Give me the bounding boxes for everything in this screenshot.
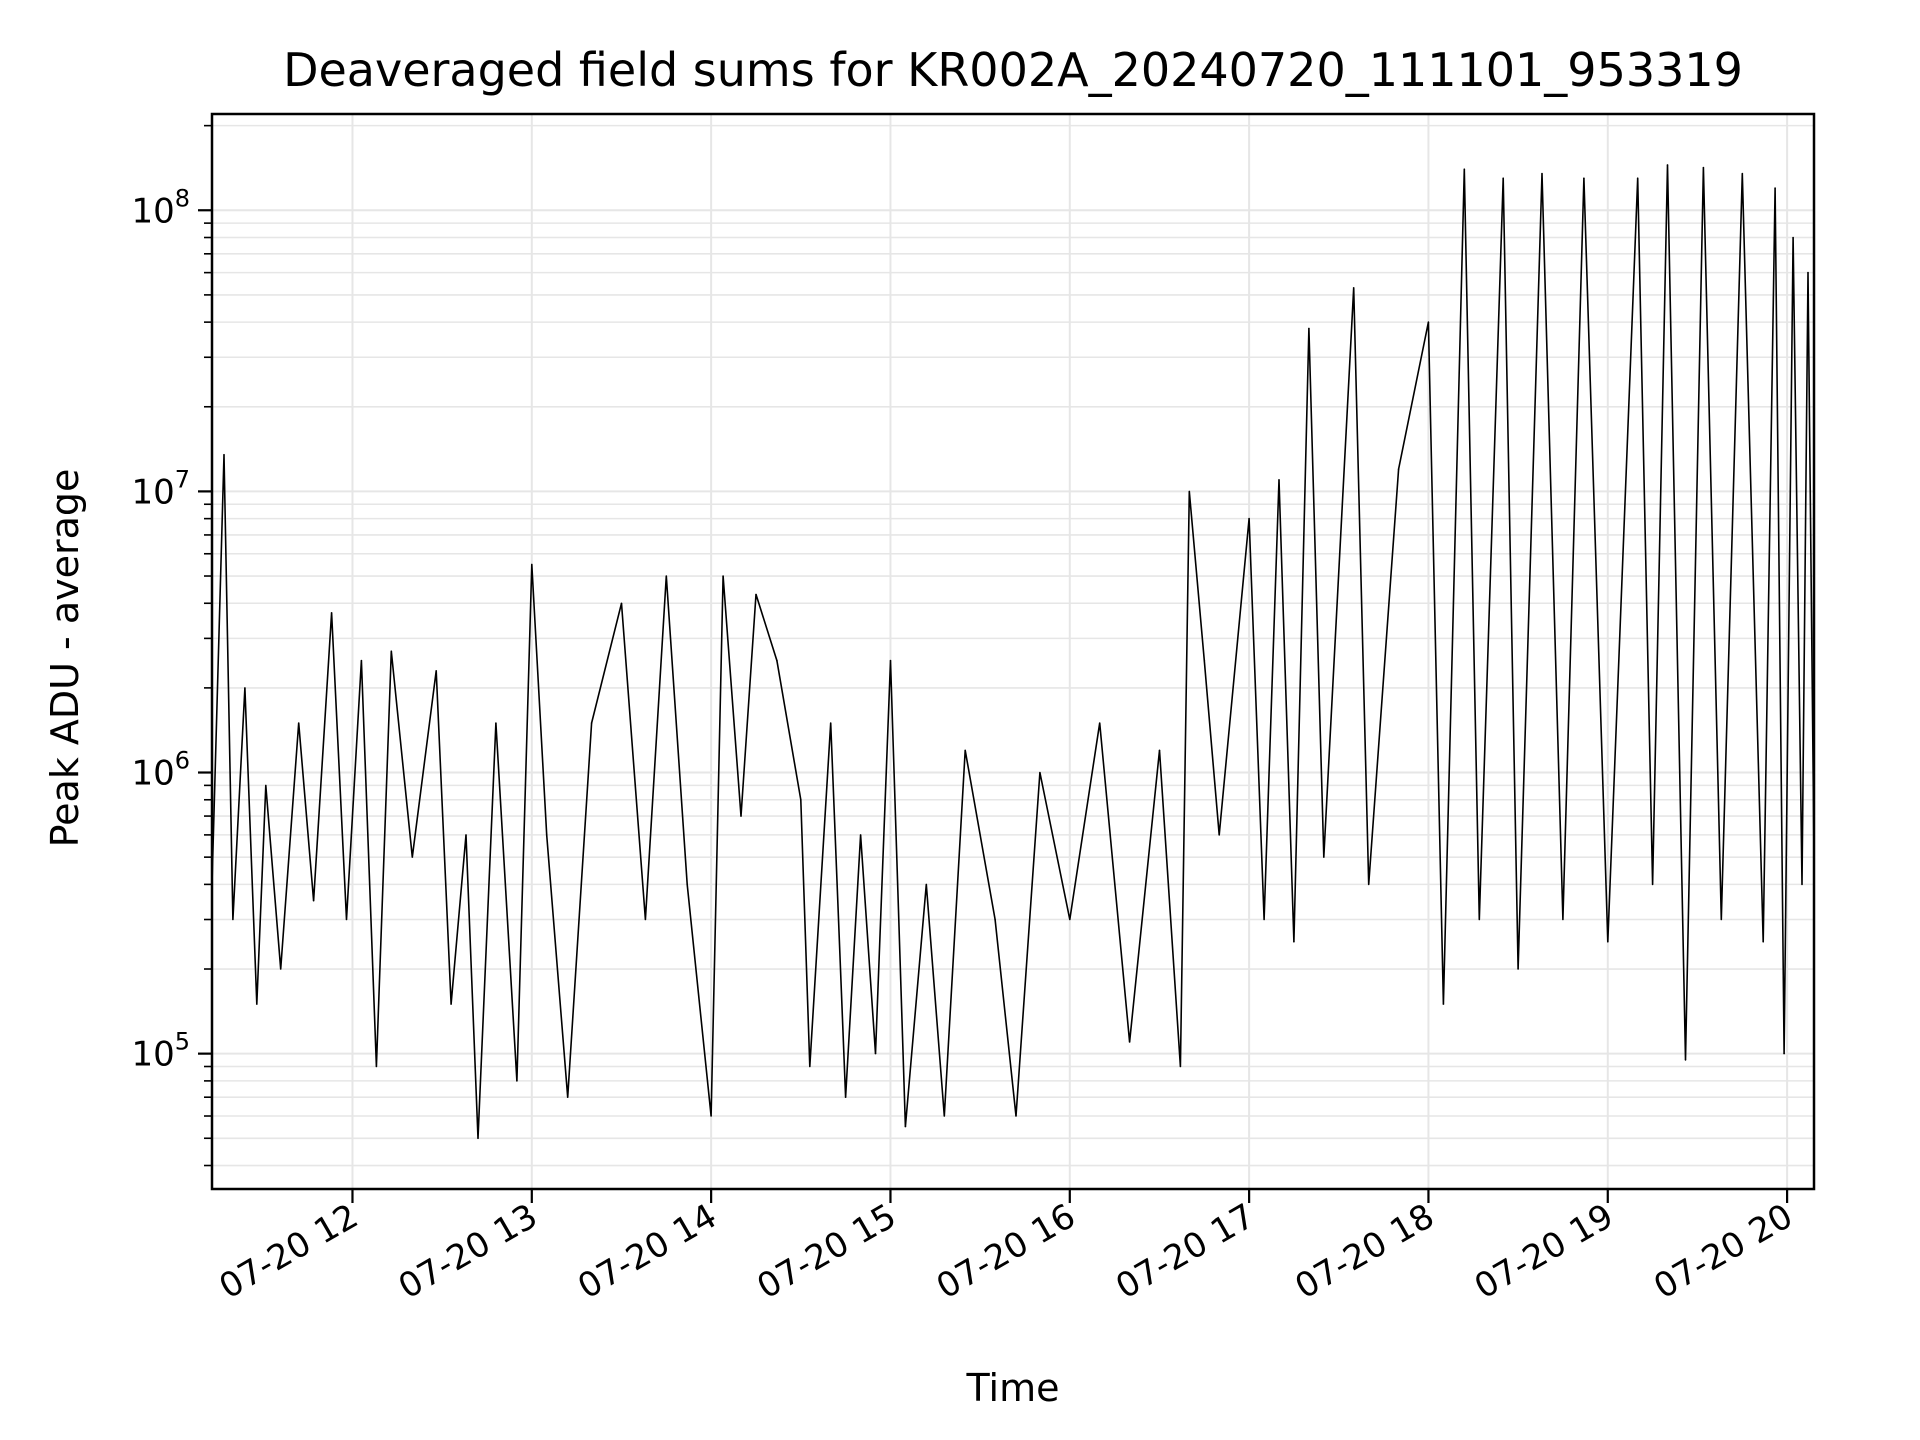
data-point xyxy=(1807,271,1809,274)
data-point xyxy=(1463,168,1466,170)
data-point xyxy=(1478,918,1481,921)
data-point xyxy=(1218,834,1220,836)
data-point xyxy=(710,1115,712,1117)
data-point xyxy=(943,1115,946,1117)
data-point xyxy=(1801,883,1803,886)
data-point xyxy=(809,1065,811,1068)
data-point xyxy=(1651,883,1654,886)
data-point xyxy=(1179,1065,1182,1068)
data-point xyxy=(1583,177,1585,179)
data-point xyxy=(1792,236,1794,239)
data-point xyxy=(665,575,668,577)
data-point xyxy=(375,1065,378,1068)
data-point xyxy=(1248,517,1250,520)
data-point xyxy=(1774,187,1776,189)
grid xyxy=(212,114,1814,1189)
data-point xyxy=(279,968,282,970)
data-point xyxy=(1702,166,1705,169)
data-point xyxy=(925,883,928,886)
data-point xyxy=(435,670,438,672)
data-point xyxy=(330,612,333,614)
data-point xyxy=(1203,659,1206,662)
data-point xyxy=(1684,1059,1687,1061)
data-point xyxy=(1783,1052,1785,1055)
data-point xyxy=(531,563,533,566)
data-point xyxy=(1128,1041,1131,1043)
data-point xyxy=(590,722,593,724)
data-point xyxy=(1323,856,1325,858)
data-point xyxy=(776,659,778,662)
series-group xyxy=(211,164,1815,1140)
data-point xyxy=(244,687,246,689)
data-point xyxy=(1427,321,1430,323)
data-point xyxy=(477,1137,479,1140)
data-point xyxy=(874,1052,877,1055)
data-point xyxy=(390,650,393,652)
data-point xyxy=(545,834,548,836)
data-point xyxy=(1502,177,1504,179)
y-tick-label: 105 xyxy=(131,1028,190,1075)
data-point xyxy=(889,659,892,662)
data-point xyxy=(1720,918,1723,921)
data-point xyxy=(740,815,742,817)
data-point xyxy=(1263,918,1265,921)
data-point xyxy=(495,722,497,724)
data-point xyxy=(1069,918,1071,921)
data-point xyxy=(686,883,688,886)
data-point xyxy=(1762,941,1764,943)
data-point xyxy=(859,834,862,836)
data-point xyxy=(800,799,802,801)
data-point xyxy=(1293,941,1295,943)
data-point xyxy=(964,749,966,752)
data-point xyxy=(1741,172,1744,175)
data-point xyxy=(1098,722,1101,724)
data-point xyxy=(1636,177,1639,179)
data-point xyxy=(232,918,234,921)
data-point xyxy=(844,1096,847,1098)
y-axis-label: Peak ADU - average xyxy=(43,469,87,848)
data-point xyxy=(1158,749,1161,752)
data-point xyxy=(566,1096,569,1098)
data-point xyxy=(1352,287,1355,289)
data-point xyxy=(360,659,363,662)
data-point xyxy=(1442,1003,1445,1005)
data-point xyxy=(1666,164,1669,166)
data-point xyxy=(755,593,757,596)
data-point xyxy=(1308,327,1310,330)
data-point xyxy=(1015,1115,1017,1117)
data-point xyxy=(1397,468,1400,470)
data-point xyxy=(722,575,724,577)
data-point xyxy=(620,602,623,605)
data-point xyxy=(1039,771,1041,774)
data-point xyxy=(265,784,267,787)
data-point xyxy=(255,1003,258,1005)
data-point xyxy=(345,918,348,921)
data-point xyxy=(297,722,300,724)
y-tick-label: 108 xyxy=(131,184,190,231)
data-point xyxy=(1607,941,1609,943)
data-point xyxy=(994,918,996,921)
data-point xyxy=(1562,918,1564,921)
data-point xyxy=(904,1125,907,1128)
data-point xyxy=(465,834,467,836)
data-point xyxy=(1278,479,1280,481)
plot-frame xyxy=(210,112,1816,1191)
data-point xyxy=(223,453,225,456)
y-tick-label: 107 xyxy=(131,465,190,512)
data-point xyxy=(644,918,647,921)
data-point xyxy=(411,856,414,858)
data-point xyxy=(1188,490,1191,493)
data-point xyxy=(829,722,832,724)
data-point xyxy=(1517,968,1519,970)
chart-title: Deaveraged field sums for KR002A_2024072… xyxy=(283,43,1743,97)
y-tick-label: 106 xyxy=(131,747,190,794)
data-point xyxy=(450,1003,452,1005)
data-point xyxy=(1367,883,1370,886)
data-point xyxy=(312,899,315,902)
x-axis-label: Time xyxy=(966,1366,1060,1410)
data-point xyxy=(1541,172,1543,175)
data-point xyxy=(516,1080,518,1082)
